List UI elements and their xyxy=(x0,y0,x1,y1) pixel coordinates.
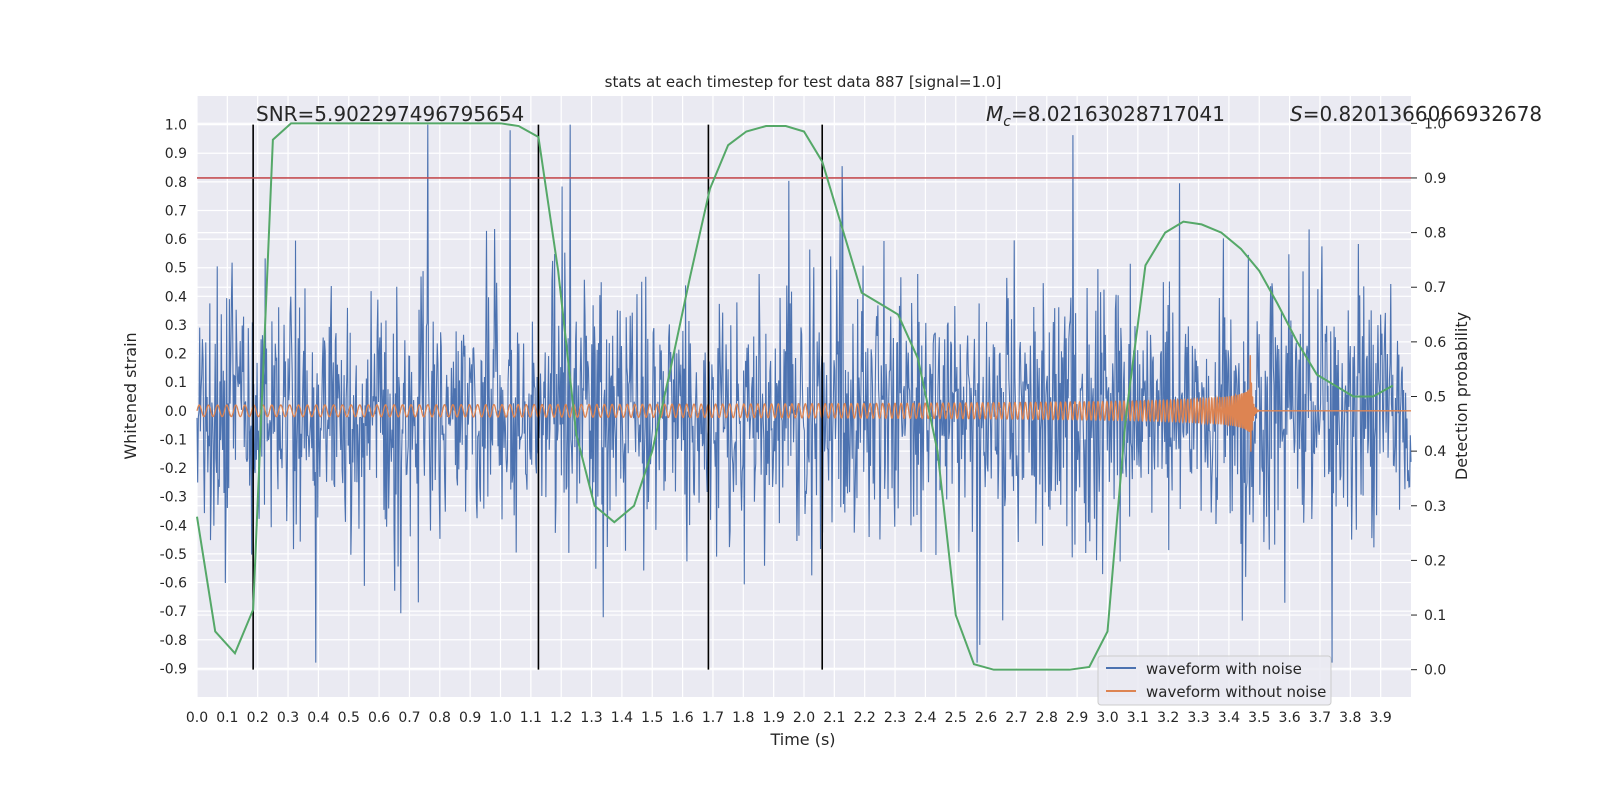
x-tick-label: 0.2 xyxy=(247,710,269,726)
noisy-waveform-series xyxy=(196,124,1412,663)
x-tick-label: 0.3 xyxy=(277,710,299,726)
snr-annotation: SNR=5.902297496795654 xyxy=(256,102,524,126)
x-tick-label: 2.1 xyxy=(823,710,845,726)
x-tick-label: 0.7 xyxy=(398,710,420,726)
y-right-tick-label: 0.5 xyxy=(1424,390,1446,406)
y-tick-label: 0.9 xyxy=(165,146,187,162)
y-tick-label: -0.4 xyxy=(160,518,187,534)
x-tick-label: 3.2 xyxy=(1157,710,1179,726)
x-axis-ticks: 0.0 0.1 0.2 0.3 0.4 0.5 0.6 0.7 0.8 0.9 1.0 1.1 1.2 1… xyxy=(186,710,1392,726)
y-axis-label: Whitened strain xyxy=(121,332,140,459)
spin-annotation: S=0.8201366066932678 xyxy=(1290,102,1542,126)
y-tick-label: -0.1 xyxy=(160,432,187,448)
y-axis-right-ticks: 1.0 0.9 0.8 0.7 0.6 0.5 0.4 0.3 0.2 0.1 0.0 xyxy=(1411,116,1446,679)
x-tick-label: 3.4 xyxy=(1218,710,1240,726)
y-right-tick-label: 0.8 xyxy=(1424,226,1446,242)
y-right-tick-label: 0.9 xyxy=(1424,171,1446,187)
clean-waveform-series xyxy=(196,355,1411,452)
x-tick-label: 3.1 xyxy=(1127,710,1149,726)
x-tick-label: 2.4 xyxy=(914,710,936,726)
legend: waveform with noise waveform without noi… xyxy=(1097,655,1332,706)
y-right-tick-label: 0.6 xyxy=(1424,335,1446,351)
x-tick-label: 2.8 xyxy=(1036,710,1058,726)
y-tick-label: 0.0 xyxy=(165,404,187,420)
x-tick-label: 2.5 xyxy=(945,710,967,726)
chirp-mass-subscript: c xyxy=(1003,114,1011,130)
x-tick-label: 3.5 xyxy=(1248,710,1270,726)
y-tick-label: 1.0 xyxy=(165,118,187,134)
y-tick-label: -0.7 xyxy=(160,604,187,620)
x-tick-label: 3.9 xyxy=(1370,710,1392,726)
y-tick-label: 0.6 xyxy=(165,232,187,248)
x-tick-label: 0.1 xyxy=(216,710,238,726)
x-tick-label: 0.0 xyxy=(186,710,208,726)
legend-label-noisy: waveform with noise xyxy=(1146,660,1302,678)
y-tick-label: -0.9 xyxy=(160,661,187,677)
x-tick-label: 1.7 xyxy=(702,710,724,726)
y-right-tick-label: 0.1 xyxy=(1424,608,1446,624)
x-tick-label: 1.1 xyxy=(520,710,542,726)
chirp-mass-value: =8.02163028717041 xyxy=(1011,102,1225,126)
x-tick-label: 3.8 xyxy=(1339,710,1361,726)
y-axis-left-ticks: 1.0 0.9 0.8 0.7 0.6 0.5 0.4 0.3 0.2 0.1 0.0 -0.1 -0.… xyxy=(160,118,187,678)
y-right-tick-label: 1.0 xyxy=(1424,116,1446,132)
y-tick-label: -0.5 xyxy=(160,547,187,563)
x-tick-label: 1.0 xyxy=(489,710,511,726)
x-tick-label: 0.8 xyxy=(429,710,451,726)
y-tick-label: -0.2 xyxy=(160,461,187,477)
detection-probability-line xyxy=(196,122,1394,671)
spin-value: =0.8201366066932678 xyxy=(1303,102,1542,126)
x-tick-label: 0.5 xyxy=(338,710,360,726)
x-tick-label: 2.3 xyxy=(884,710,906,726)
x-tick-label: 1.9 xyxy=(763,710,785,726)
noisy-waveform-line xyxy=(196,124,1412,663)
x-tick-label: 2.7 xyxy=(1005,710,1027,726)
y-tick-label: -0.3 xyxy=(160,490,187,506)
x-tick-label: 0.6 xyxy=(368,710,390,726)
y-right-tick-label: 0.2 xyxy=(1424,553,1446,569)
x-tick-label: 3.7 xyxy=(1309,710,1331,726)
x-tick-label: 1.6 xyxy=(671,710,693,726)
y-tick-label: 0.2 xyxy=(165,347,187,363)
y-tick-label: -0.8 xyxy=(160,633,187,649)
y-tick-label: 0.3 xyxy=(165,318,187,334)
y-axis-right-label: Detection probability xyxy=(1452,312,1471,480)
x-tick-label: 3.3 xyxy=(1187,710,1209,726)
detection-probability-series xyxy=(196,122,1394,671)
chart-title: stats at each timestep for test data 887… xyxy=(605,73,1002,91)
y-tick-label: 0.8 xyxy=(165,175,187,191)
x-axis-label: Time (s) xyxy=(769,730,835,749)
legend-label-clean: waveform without noise xyxy=(1146,683,1326,701)
y-right-tick-label: 0.0 xyxy=(1424,663,1446,679)
legend-box xyxy=(1097,655,1332,706)
chirp-mass-symbol: M xyxy=(986,102,1003,126)
y-right-tick-label: 0.4 xyxy=(1424,444,1446,460)
x-tick-label: 2.6 xyxy=(975,710,997,726)
x-tick-label: 0.9 xyxy=(459,710,481,726)
y-right-tick-label: 0.3 xyxy=(1424,499,1446,515)
x-tick-label: 1.2 xyxy=(550,710,572,726)
y-tick-label: 0.7 xyxy=(165,203,187,219)
x-tick-label: 2.2 xyxy=(854,710,876,726)
clean-waveform-line xyxy=(196,355,1411,452)
y-tick-label: -0.6 xyxy=(160,576,187,592)
y-tick-label: 0.1 xyxy=(165,375,187,391)
x-tick-label: 3.0 xyxy=(1096,710,1118,726)
y-right-tick-label: 0.7 xyxy=(1424,280,1446,296)
y-tick-label: 0.4 xyxy=(165,289,187,305)
x-tick-label: 1.5 xyxy=(641,710,663,726)
x-tick-label: 2.9 xyxy=(1066,710,1088,726)
x-tick-label: 1.8 xyxy=(732,710,754,726)
y-tick-label: 0.5 xyxy=(165,261,187,277)
x-tick-label: 1.4 xyxy=(611,710,633,726)
spin-symbol: S xyxy=(1290,102,1303,126)
x-tick-label: 3.6 xyxy=(1278,710,1300,726)
x-tick-label: 0.4 xyxy=(307,710,329,726)
vertical-markers xyxy=(252,124,824,670)
x-tick-label: 2.0 xyxy=(793,710,815,726)
x-tick-label: 1.3 xyxy=(580,710,602,726)
chirp-mass-annotation: Mc=8.02163028717041 xyxy=(986,102,1225,130)
